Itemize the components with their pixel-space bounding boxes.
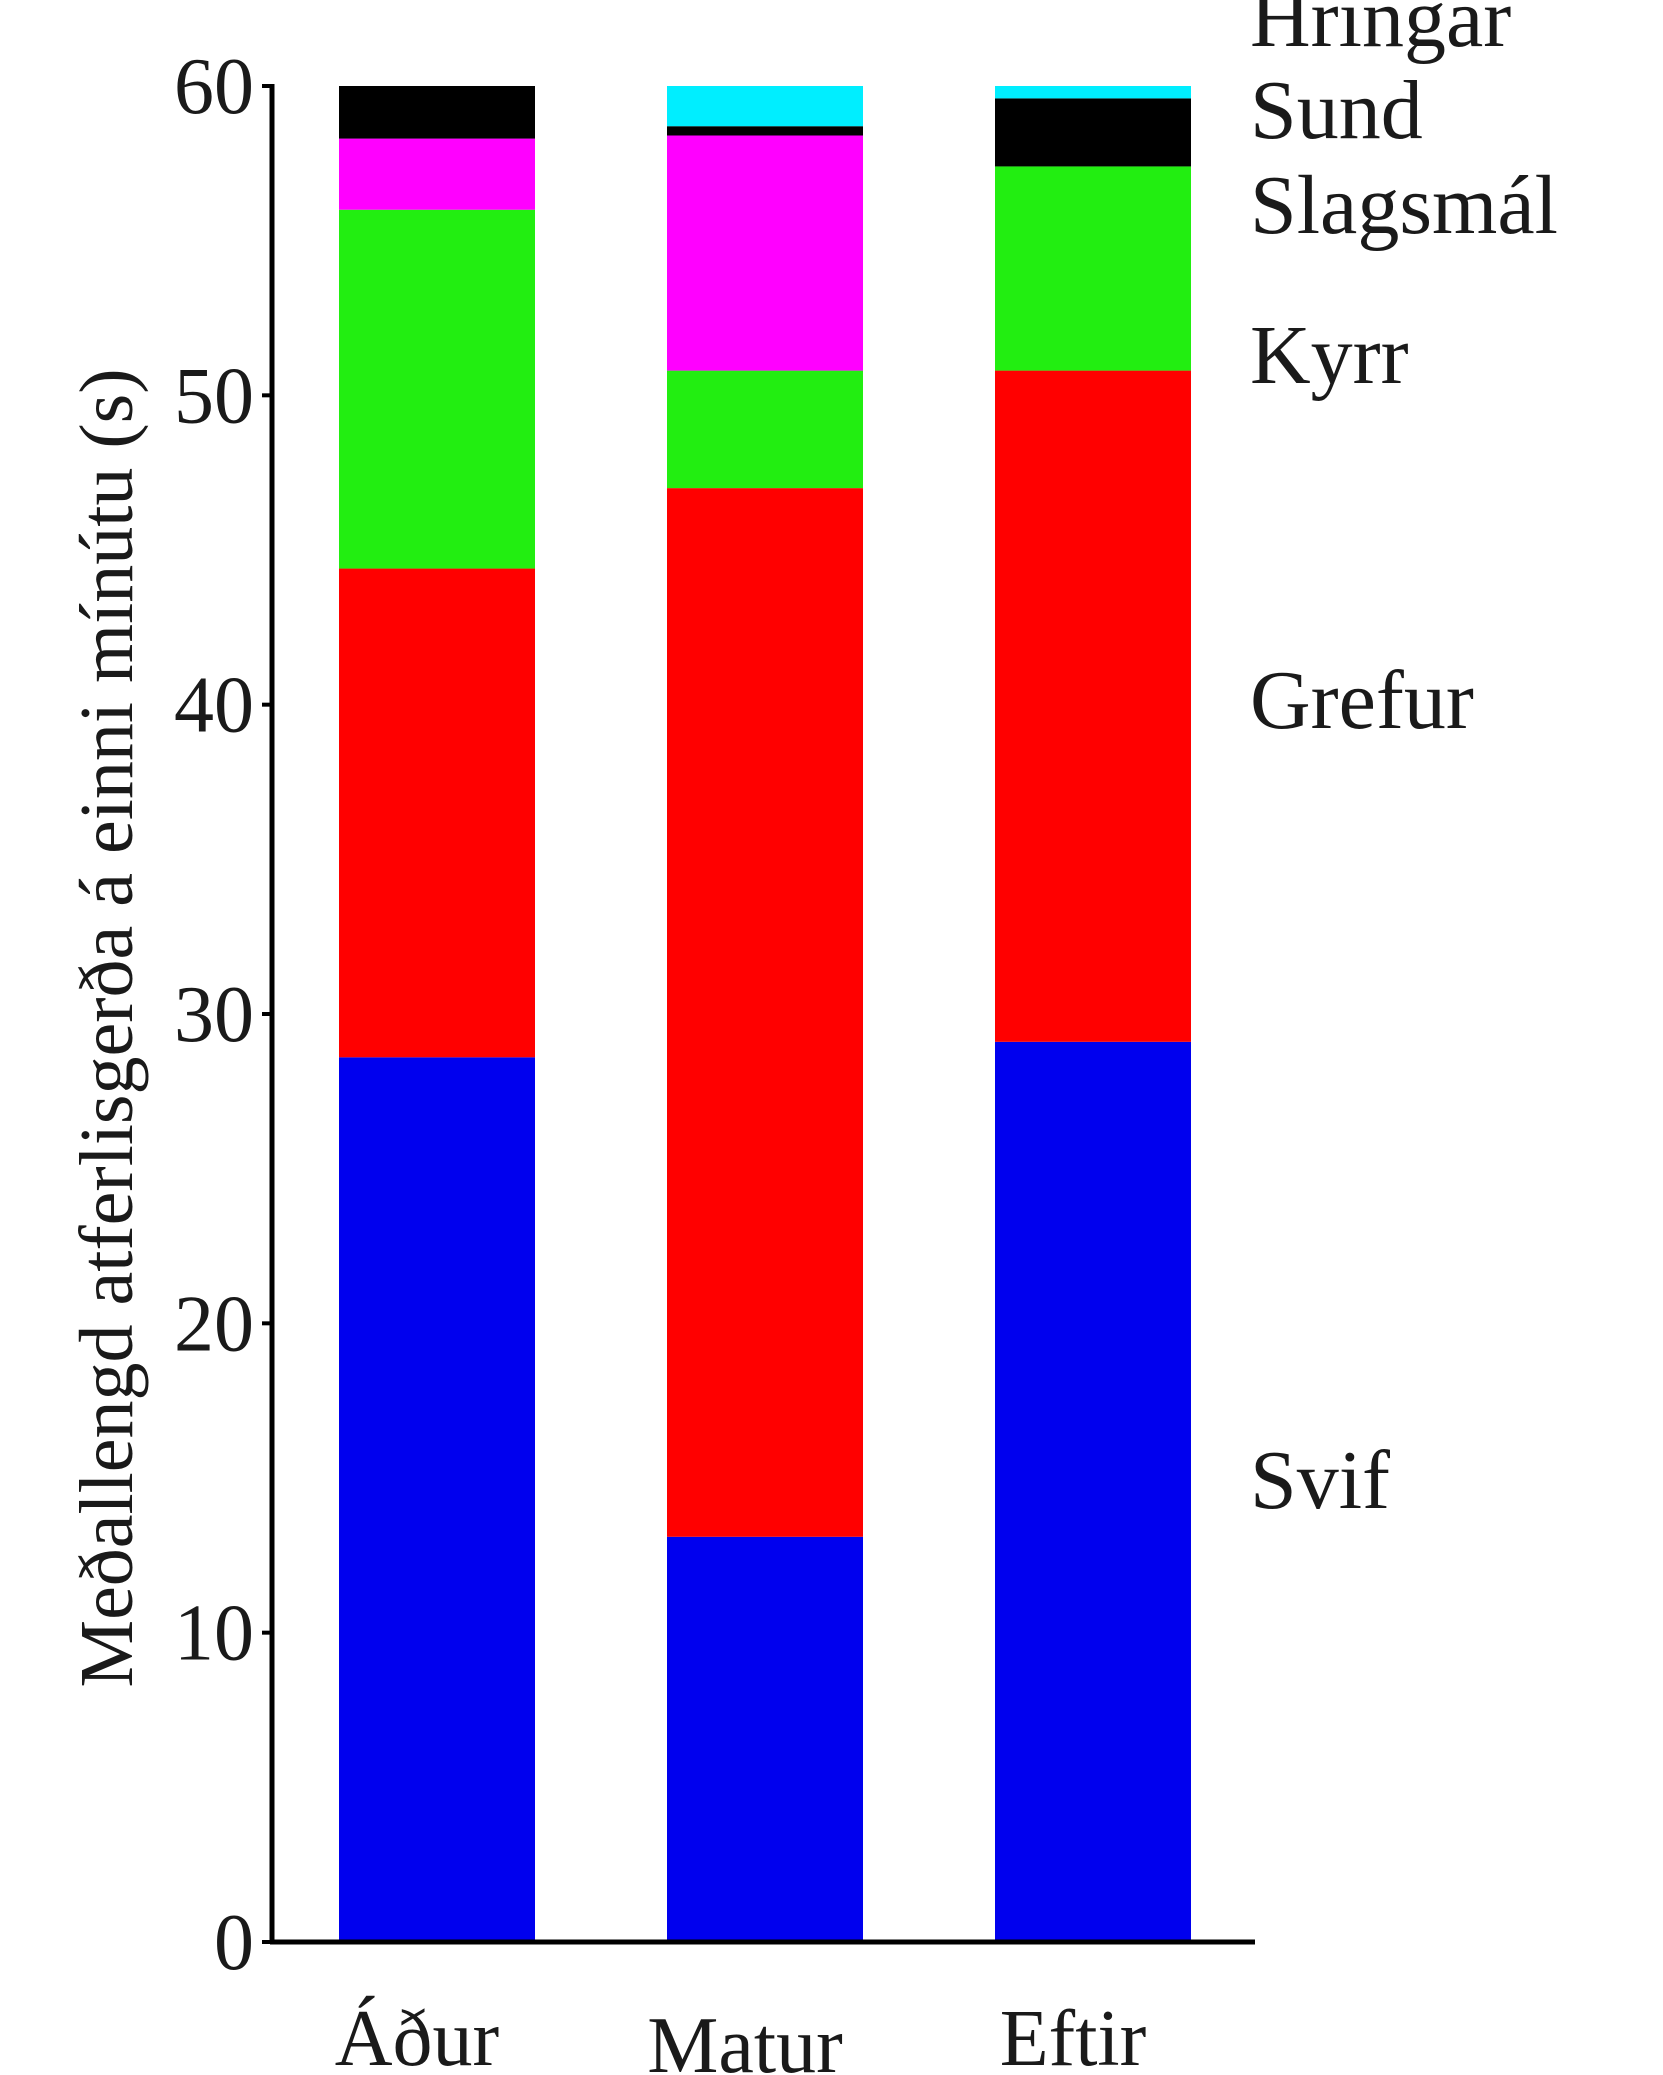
y-tick-label: 40 [174,662,254,750]
x-category-labels: Áður Matur Eftir [335,1995,1147,2075]
bar-segment-kyrr [339,209,535,569]
series-label-sund: Sund [1250,64,1423,157]
y-tick-label: 10 [174,1590,254,1678]
bar-segment-grefur [339,568,535,1058]
series-label-kyrr: Kyrr [1250,309,1409,402]
series-label-slagsmál: Slagsmál [1250,159,1558,252]
bar-segment-svif [995,1041,1191,1942]
bar-segment-slagsmál [667,135,863,371]
bar-segment-hringar [995,86,1191,99]
y-axis-title: Meðallengd atferlisgerða á einni mínútu … [65,368,149,1687]
y-tick-label: 30 [174,971,254,1059]
bar-segment-slagsmál [339,138,535,210]
bar-segment-grefur [995,370,1191,1042]
y-tick-label: 0 [214,1899,254,1987]
y-tick-labels: 0 10 20 30 40 50 60 [174,43,272,1987]
bar-segment-kyrr [995,166,1191,371]
plot-area: 0 10 20 30 40 50 60 Áður Matur Eftir Svif Grefur K… [65,0,1558,2075]
bar-segment-hringar [667,86,863,127]
bar-segment-svif [667,1536,863,1942]
x-category-label: Áður [335,1995,499,2075]
x-category-label: Eftir [1000,1995,1147,2075]
x-category-label: Matur [647,2002,843,2075]
bar-segment-kyrr [667,370,863,489]
series-label-hringar: Hringar [1250,0,1511,65]
series-label-grefur: Grefur [1250,654,1474,747]
y-tick-label: 60 [174,43,254,131]
bars [339,86,1191,1942]
bar-segment-sund [667,126,863,136]
y-tick-label: 20 [174,1280,254,1368]
bar-segment-grefur [667,488,863,1537]
series-label-svif: Svif [1250,1434,1390,1527]
bar-segment-sund [995,98,1191,167]
bar-segment-sund [339,86,535,139]
y-tick-label: 50 [174,352,254,440]
bar-segment-svif [339,1057,535,1942]
